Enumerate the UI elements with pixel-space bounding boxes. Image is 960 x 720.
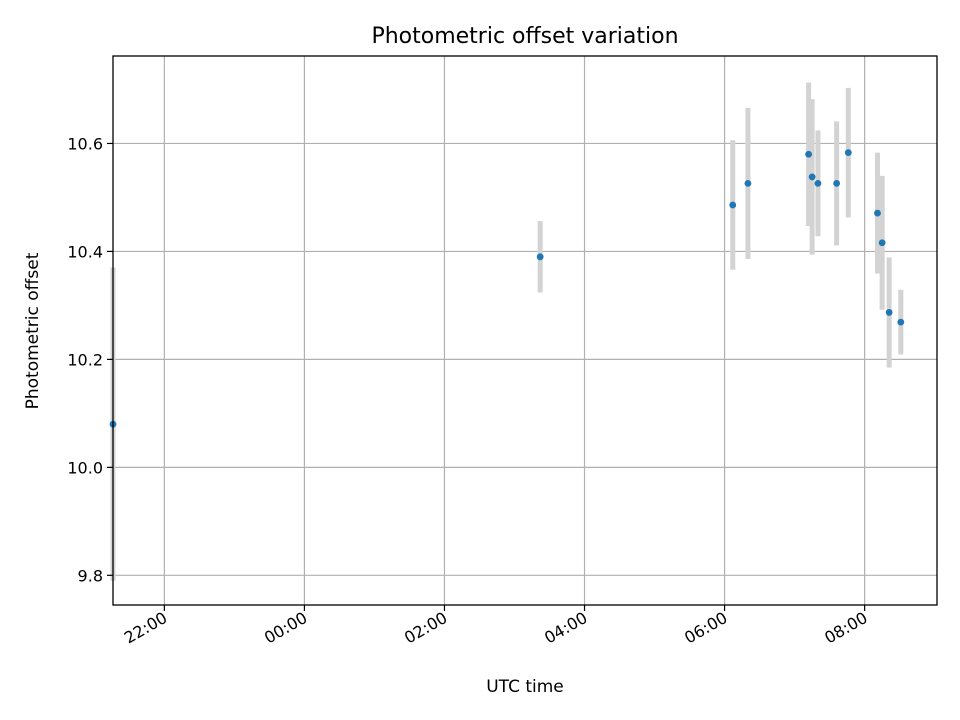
chart-title: Photometric offset variation bbox=[371, 24, 678, 49]
y-tick-label: 9.8 bbox=[78, 566, 103, 585]
plot-frame bbox=[112, 55, 938, 606]
data-point bbox=[874, 209, 881, 217]
data-point bbox=[536, 253, 544, 261]
data-markers bbox=[109, 149, 905, 428]
data-point bbox=[897, 318, 905, 326]
data-point bbox=[814, 179, 822, 187]
y-axis-label: Photometric offset bbox=[23, 252, 43, 409]
y-tick-label: 10.4 bbox=[67, 242, 103, 261]
x-axis-label: UTC time bbox=[486, 677, 564, 697]
y-tick-label: 10.2 bbox=[67, 350, 103, 369]
grid-lines bbox=[113, 56, 937, 605]
data-point bbox=[744, 179, 752, 187]
data-point bbox=[878, 239, 886, 247]
data-point bbox=[833, 179, 841, 187]
data-point bbox=[729, 201, 737, 209]
y-tick-label: 10.6 bbox=[67, 134, 103, 153]
data-point bbox=[885, 309, 893, 316]
y-axis-ticks: 9.8 10.0 10.2 10.4 10.6 bbox=[67, 134, 113, 585]
y-tick-label: 10.0 bbox=[67, 458, 103, 477]
data-point bbox=[808, 173, 816, 181]
data-point bbox=[844, 149, 852, 157]
data-point bbox=[805, 150, 813, 158]
